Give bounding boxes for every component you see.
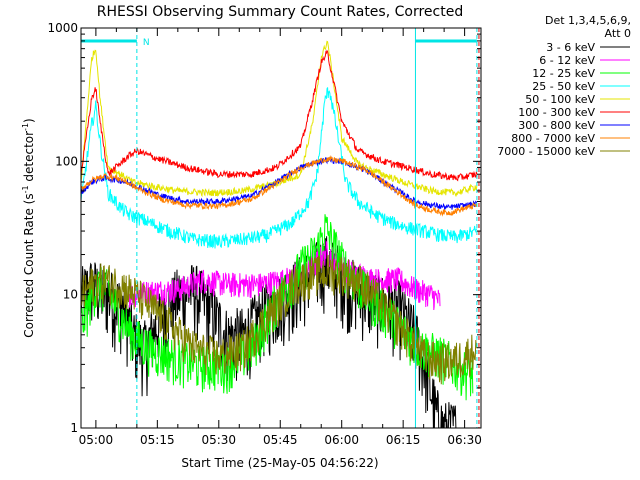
plot-frame xyxy=(80,27,482,429)
x-tick-label: 05:15 xyxy=(140,433,175,447)
x-tick-label: 06:00 xyxy=(324,433,359,447)
y-axis: 1 10 100 1000 xyxy=(47,21,481,435)
x-tick-label: 06:15 xyxy=(386,433,421,447)
legend-entry-label: 6 - 12 keV xyxy=(539,54,595,67)
y-axis-label-end: ) xyxy=(22,118,36,123)
legend-entry-label: 25 - 50 keV xyxy=(532,80,595,93)
y-axis-label: Corrected Count Rate (s-1 detector-1) xyxy=(21,118,36,337)
y-axis-label-exponent-2: -1 xyxy=(21,123,30,131)
series-line-4 xyxy=(80,87,478,249)
legend-entry-label: 50 - 100 keV xyxy=(525,93,595,106)
x-axis-label: Start Time (25-May-05 04:56:22) xyxy=(181,456,378,470)
y-axis-label-main: Corrected Count Rate (s xyxy=(22,193,36,337)
legend-entry-label: 3 - 6 keV xyxy=(546,41,595,54)
legend-entry-label: 800 - 7000 keV xyxy=(511,132,595,145)
plot-area: N xyxy=(80,28,480,429)
series-line-6 xyxy=(80,49,478,182)
y-axis-label-exponent-1: -1 xyxy=(21,185,30,193)
x-tick-label: 05:00 xyxy=(79,433,114,447)
legend-entry-label: 12 - 25 keV xyxy=(532,67,595,80)
series-line-7 xyxy=(80,156,478,210)
x-tick-label: 05:45 xyxy=(263,433,298,447)
series-line-9 xyxy=(80,254,478,385)
legend-entry-label: 100 - 300 keV xyxy=(518,106,595,119)
attenuator-marker: N xyxy=(143,38,150,48)
y-tick-label: 100 xyxy=(55,154,78,168)
legend-header-line-1: Det 1,3,4,5,6,9, xyxy=(545,14,631,27)
y-axis-label-middle: detector xyxy=(22,131,36,186)
legend-entry-label: 300 - 800 keV xyxy=(518,119,595,132)
x-axis: 05:00 05:15 05:30 05:45 06:00 06:15 06:30 xyxy=(79,28,482,447)
x-tick-label: 05:30 xyxy=(201,433,236,447)
chart-title: RHESSI Observing Summary Count Rates, Co… xyxy=(97,4,463,20)
legend-entry-label: 7000 - 15000 keV xyxy=(497,145,595,158)
y-tick-label: 10 xyxy=(63,288,78,302)
x-tick-label: 06:30 xyxy=(447,433,482,447)
y-tick-label: 1000 xyxy=(47,21,78,35)
legend-header-line-2: Att 0 xyxy=(605,27,631,40)
y-tick-label: 1 xyxy=(70,421,78,435)
series-line-8 xyxy=(80,155,478,217)
